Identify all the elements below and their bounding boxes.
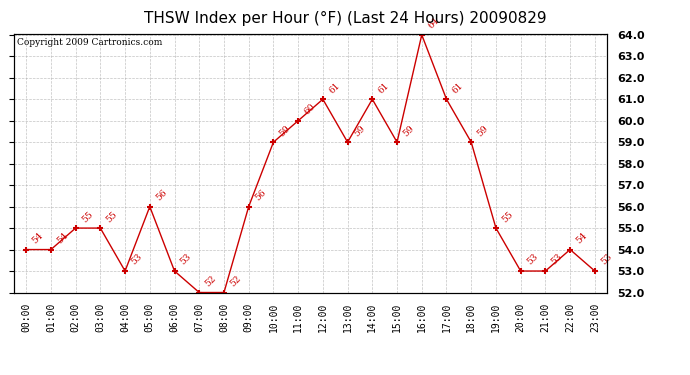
Text: 53: 53 xyxy=(179,252,193,267)
Text: 55: 55 xyxy=(500,209,515,224)
Text: 59: 59 xyxy=(401,123,416,138)
Text: 61: 61 xyxy=(451,81,465,95)
Text: 64: 64 xyxy=(426,16,440,31)
Text: 54: 54 xyxy=(30,231,45,245)
Text: 53: 53 xyxy=(549,252,564,267)
Text: 52: 52 xyxy=(204,274,218,288)
Text: 61: 61 xyxy=(327,81,342,95)
Text: THSW Index per Hour (°F) (Last 24 Hours) 20090829: THSW Index per Hour (°F) (Last 24 Hours)… xyxy=(144,11,546,26)
Text: 56: 56 xyxy=(253,188,268,202)
Text: 54: 54 xyxy=(574,231,589,245)
Text: 59: 59 xyxy=(277,123,292,138)
Text: 59: 59 xyxy=(475,123,490,138)
Text: 54: 54 xyxy=(55,231,70,245)
Text: 52: 52 xyxy=(228,274,243,288)
Text: 56: 56 xyxy=(154,188,168,202)
Text: 53: 53 xyxy=(599,252,613,267)
Text: 59: 59 xyxy=(352,123,366,138)
Text: 61: 61 xyxy=(377,81,391,95)
Text: 53: 53 xyxy=(129,252,144,267)
Text: 53: 53 xyxy=(525,252,540,267)
Text: Copyright 2009 Cartronics.com: Copyright 2009 Cartronics.com xyxy=(17,38,162,46)
Text: 60: 60 xyxy=(302,102,317,117)
Text: 55: 55 xyxy=(80,209,95,224)
Text: 55: 55 xyxy=(104,209,119,224)
